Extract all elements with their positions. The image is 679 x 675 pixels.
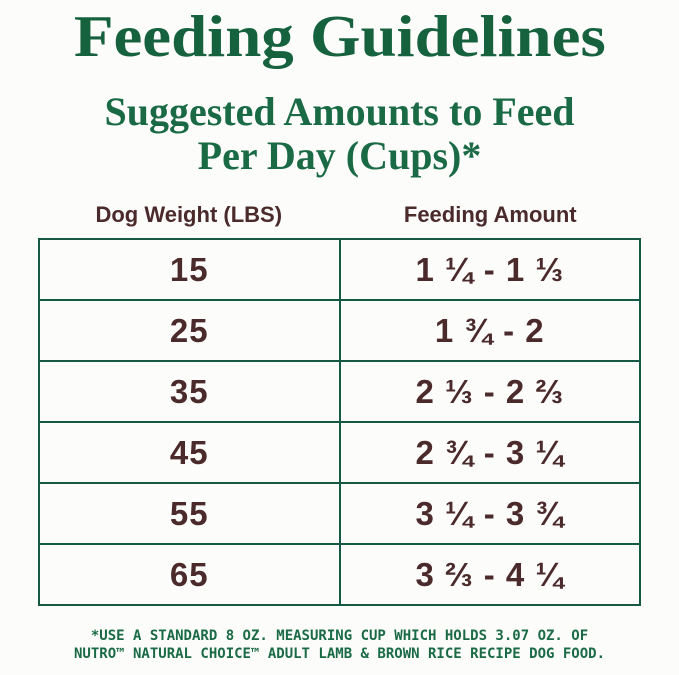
feeding-table-body: 15 1 ¼ - 1 ⅓ 25 1 ¾ - 2 35 2 ⅓ - 2 ⅔ 45 2 ¾ - 3… [38, 238, 641, 606]
footnote-line-2: NUTRO™ NATURAL CHOICE™ ADULT LAMB & BROW… [73, 646, 605, 662]
feeding-amount-cell: 3 ⅔ - 4 ¼ [338, 543, 641, 606]
feeding-table: 15 1 ¼ - 1 ⅓ 25 1 ¾ - 2 35 2 ⅓ - 2 ⅔ 45 2 ¾ - 3… [38, 238, 641, 606]
subtitle-line-2: Per Day (Cups)* [197, 133, 482, 178]
page-title-text: Feeding Guidelines [73, 3, 606, 69]
footnote-line-1: *USE A STANDARD 8 OZ. MEASURING CUP WHIC… [90, 628, 589, 644]
table-row: 15 1 ¼ - 1 ⅓ [38, 238, 641, 301]
feeding-amount-cell: 1 ¼ - 1 ⅓ [338, 238, 641, 301]
feeding-amount-cell: 3 ¼ - 3 ¾ [338, 482, 641, 545]
table-column-headers: Dog Weight (LBS) Feeding Amount [38, 202, 641, 228]
dog-weight-cell: 45 [38, 421, 341, 484]
feeding-amount-cell: 2 ⅓ - 2 ⅔ [338, 360, 641, 423]
table-row: 25 1 ¾ - 2 [38, 299, 641, 362]
page-title: Feeding Guidelines [0, 4, 679, 68]
feeding-amount-cell: 1 ¾ - 2 [338, 299, 641, 362]
dog-weight-cell: 25 [38, 299, 341, 362]
subtitle-line-1: Suggested Amounts to Feed [104, 89, 575, 134]
dog-weight-cell: 15 [38, 238, 341, 301]
dog-weight-cell: 55 [38, 482, 341, 545]
column-header-feeding-amount: Feeding Amount [403, 202, 577, 227]
footnote: *USE A STANDARD 8 OZ. MEASURING CUP WHIC… [0, 627, 679, 663]
table-row: 45 2 ¾ - 3 ¼ [38, 421, 641, 484]
table-row: 55 3 ¼ - 3 ¾ [38, 482, 641, 545]
dog-weight-cell: 35 [38, 360, 341, 423]
page-subtitle: Suggested Amounts to Feed Per Day (Cups)… [0, 90, 679, 178]
column-header-dog-weight: Dog Weight (LBS) [95, 202, 283, 227]
feeding-amount-cell: 2 ¾ - 3 ¼ [338, 421, 641, 484]
table-row: 65 3 ⅔ - 4 ¼ [38, 543, 641, 606]
dog-weight-cell: 65 [38, 543, 341, 606]
table-row: 35 2 ⅓ - 2 ⅔ [38, 360, 641, 423]
